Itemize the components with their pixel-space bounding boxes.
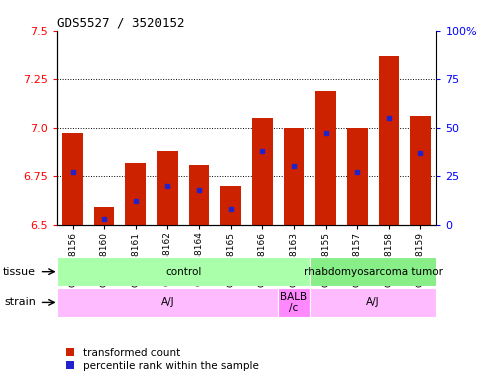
Bar <box>310 257 436 286</box>
Text: GDS5527 / 3520152: GDS5527 / 3520152 <box>57 17 184 30</box>
Text: A/J: A/J <box>161 297 174 308</box>
Bar <box>57 288 278 317</box>
Bar <box>347 128 367 225</box>
Text: A/J: A/J <box>366 297 380 308</box>
Text: strain: strain <box>4 297 36 308</box>
Bar <box>379 56 399 225</box>
Bar <box>126 162 146 225</box>
Bar <box>252 118 273 225</box>
Bar <box>316 91 336 225</box>
Bar <box>189 164 210 225</box>
Bar <box>220 186 241 225</box>
Text: BALB
/c: BALB /c <box>281 291 308 313</box>
Bar <box>310 288 436 317</box>
Text: tissue: tissue <box>3 266 36 277</box>
Bar <box>57 257 310 286</box>
Bar <box>157 151 177 225</box>
Bar <box>94 207 114 225</box>
Text: control: control <box>165 266 202 277</box>
Bar <box>278 288 310 317</box>
Bar <box>283 128 304 225</box>
Bar <box>62 134 83 225</box>
Text: rhabdomyosarcoma tumor: rhabdomyosarcoma tumor <box>304 266 443 277</box>
Bar <box>410 116 431 225</box>
Legend: transformed count, percentile rank within the sample: transformed count, percentile rank withi… <box>62 344 263 375</box>
